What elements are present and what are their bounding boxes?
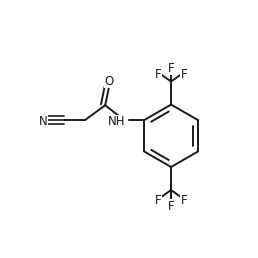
Text: N: N bbox=[39, 115, 48, 128]
Text: F: F bbox=[155, 194, 162, 207]
Text: F: F bbox=[180, 194, 187, 207]
Text: F: F bbox=[155, 68, 162, 80]
Text: O: O bbox=[105, 75, 114, 88]
Text: F: F bbox=[180, 68, 187, 80]
Text: NH: NH bbox=[108, 115, 126, 128]
Text: F: F bbox=[168, 200, 174, 213]
Text: F: F bbox=[168, 62, 174, 75]
